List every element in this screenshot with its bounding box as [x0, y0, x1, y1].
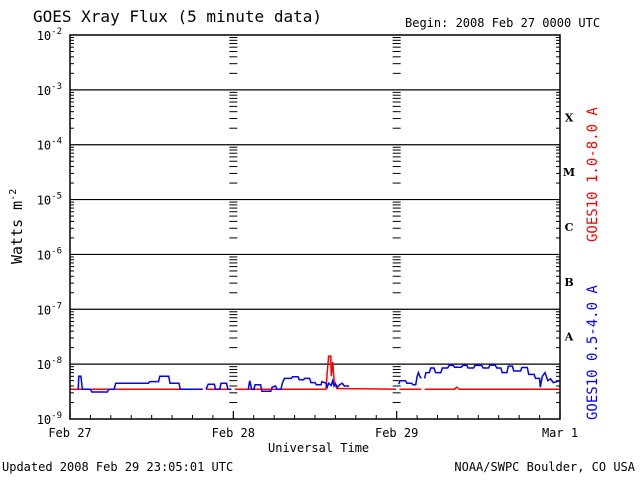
series-long-wavelength — [70, 355, 560, 390]
flare-class-m: M — [563, 166, 575, 179]
y-tick-label: 10-3 — [37, 82, 62, 98]
y-tick-exponent: -4 — [51, 137, 62, 147]
y-tick-label: 10-7 — [37, 301, 62, 317]
x-axis-label: Universal Time — [268, 441, 370, 455]
y-tick-exponent: -2 — [51, 27, 62, 37]
plot-frame — [69, 34, 561, 420]
flare-class-x: X — [565, 111, 574, 124]
y-tick-exponent: -9 — [51, 411, 62, 421]
y-tick-exponent: -5 — [51, 192, 62, 202]
y-tick-exponent: -3 — [51, 82, 62, 92]
y-tick-label: 10-2 — [37, 27, 62, 43]
y-tick-label: 10-8 — [37, 356, 62, 372]
y-tick-label: 10-6 — [37, 246, 62, 262]
y-axis-label-text: Watts m — [8, 200, 26, 264]
flare-class-a: A — [564, 331, 574, 344]
updated-timestamp: Updated 2008 Feb 29 23:05:01 UTC — [2, 460, 234, 474]
y-axis-label: Watts m-2 — [8, 189, 26, 264]
y-tick-label: 10-5 — [37, 192, 62, 208]
x-tick-label: Feb 27 — [48, 426, 91, 440]
x-tick-label: Feb 29 — [375, 426, 418, 440]
credit-line: NOAA/SWPC Boulder, CO USA — [454, 460, 635, 474]
y-tick-label: 10-9 — [37, 411, 62, 427]
x-tick-label: Feb 28 — [212, 426, 255, 440]
y-tick-exponent: -7 — [51, 301, 62, 311]
flare-class-c: C — [565, 221, 574, 234]
legend-series-long: GOES10 1.0-8.0 A — [585, 107, 601, 242]
flare-class-b: B — [564, 276, 573, 289]
begin-time: Begin: 2008 Feb 27 0000 UTC — [405, 16, 601, 30]
x-tick-label: Mar 1 — [542, 426, 578, 440]
chart-title: GOES Xray Flux (5 minute data) — [33, 7, 322, 26]
series-layer — [70, 355, 561, 393]
y-axis-label-exponent: -2 — [8, 188, 19, 201]
y-tick-exponent: -8 — [51, 356, 62, 366]
grid-layer — [69, 37, 561, 419]
y-tick-exponent: -6 — [51, 246, 62, 256]
y-tick-label: 10-4 — [37, 137, 62, 153]
legend-series-short: GOES10 0.5-4.0 A — [585, 285, 601, 420]
series-short-wavelength — [77, 364, 561, 393]
